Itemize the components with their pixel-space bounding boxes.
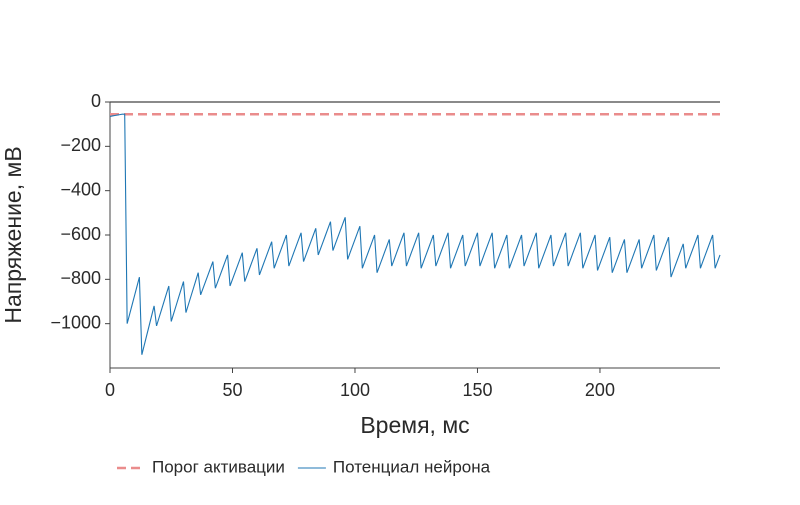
y-tick-label: −200 [60,135,101,155]
y-axis-title: Напряжение, мВ [0,146,26,323]
x-tick-label: 100 [340,380,370,400]
series-line [109,113,721,355]
legend-label: Порог активации [152,457,285,476]
x-tick-label: 50 [222,380,242,400]
y-tick-label: −1000 [50,312,101,332]
y-tick-label: −600 [60,224,101,244]
x-axis-title: Время, мс [360,412,469,438]
x-tick-label: 150 [462,380,492,400]
x-tick-label: 200 [585,380,615,400]
y-tick-label: −400 [60,179,101,199]
y-tick-label: 0 [91,91,101,111]
y-tick-label: −800 [60,268,101,288]
legend-label: Потенциал нейрона [333,457,491,476]
x-tick-label: 0 [105,380,115,400]
